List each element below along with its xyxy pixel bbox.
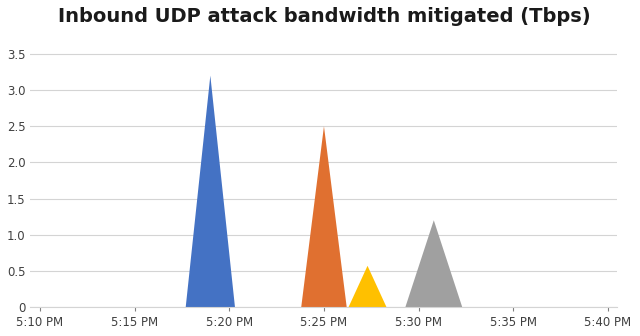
Polygon shape (186, 76, 235, 307)
Title: Inbound UDP attack bandwidth mitigated (Tbps): Inbound UDP attack bandwidth mitigated (… (58, 7, 590, 26)
Polygon shape (301, 126, 347, 307)
Polygon shape (349, 266, 387, 307)
Polygon shape (405, 220, 462, 307)
